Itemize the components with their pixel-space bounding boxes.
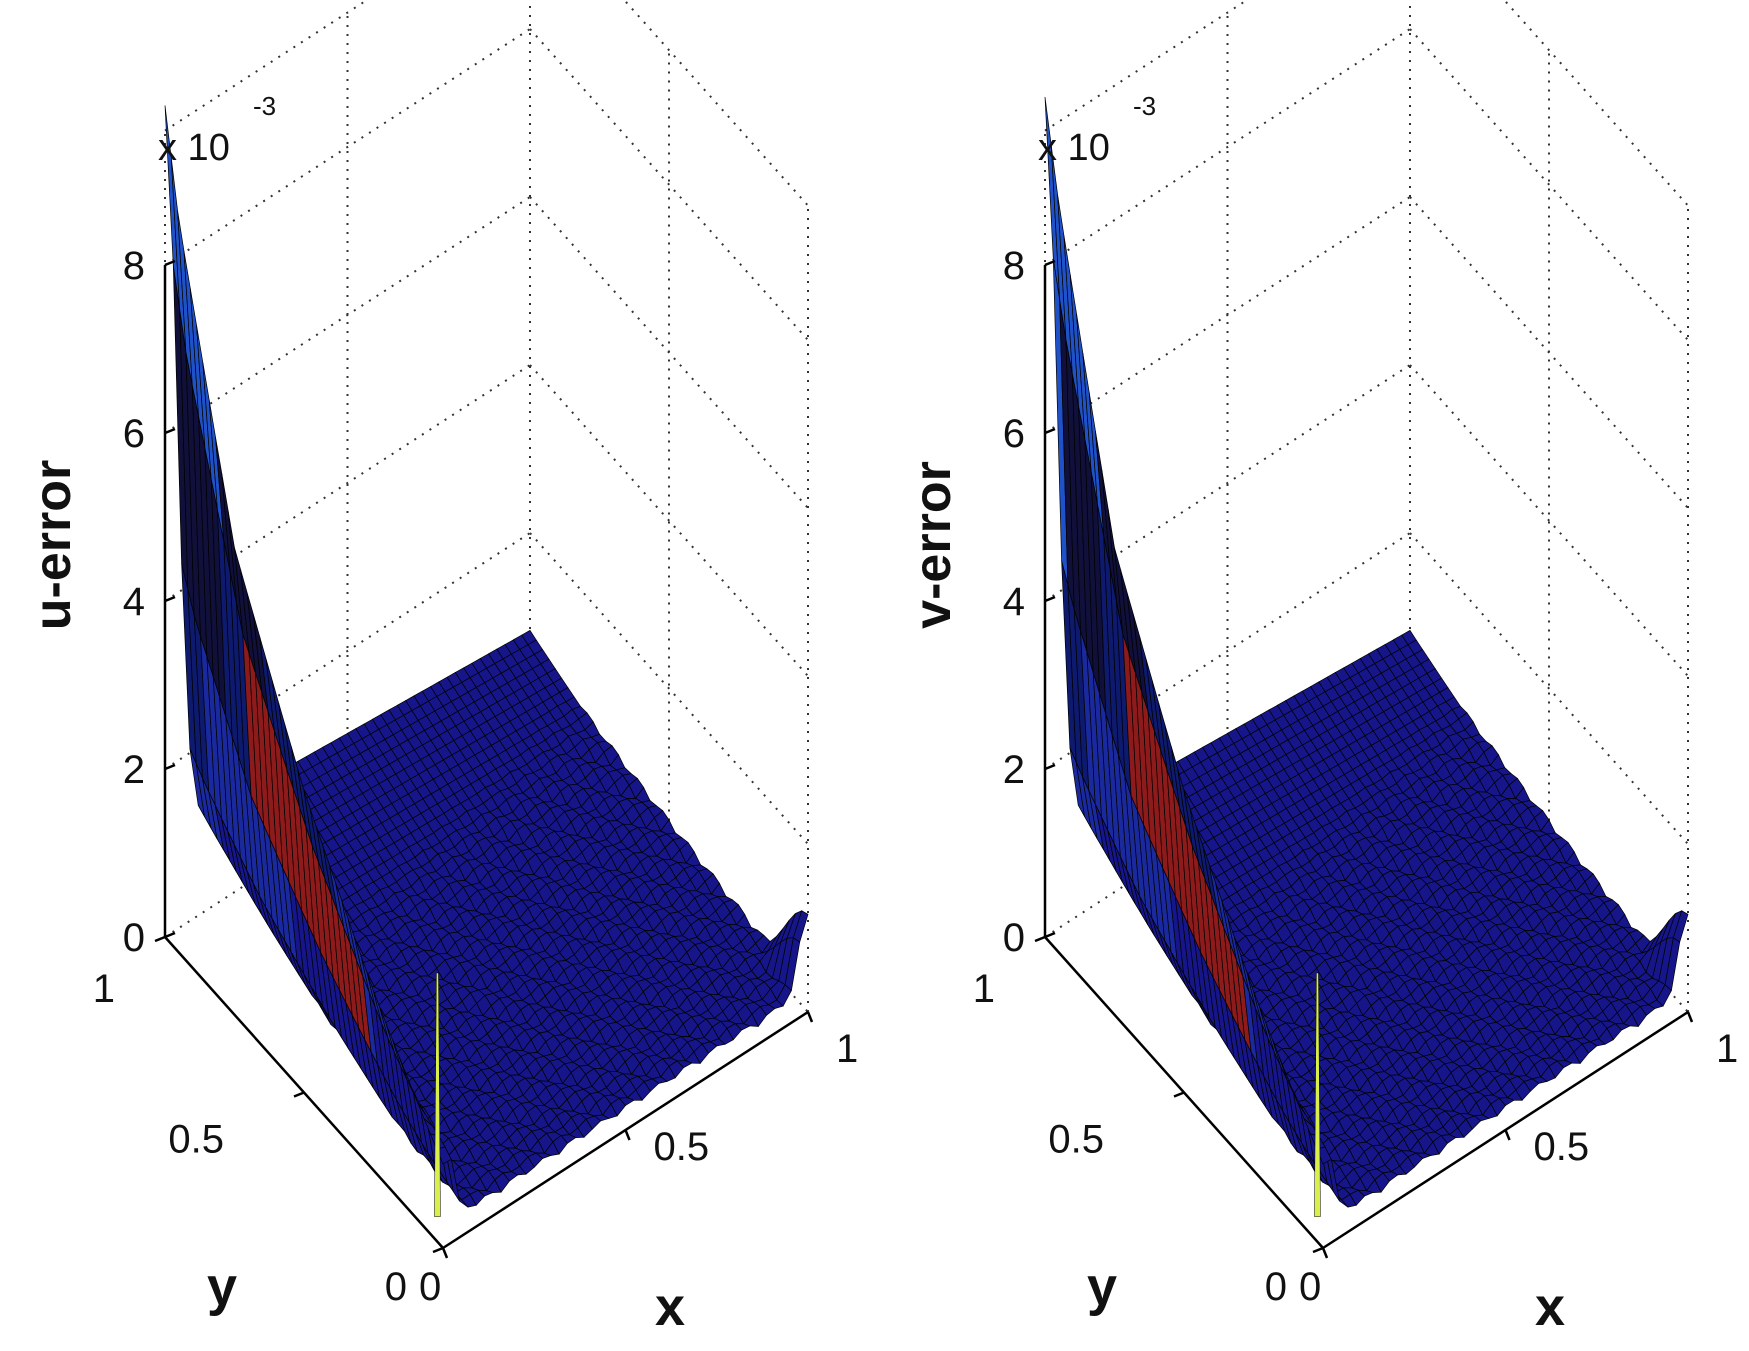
x-tick-label: 0.5 xyxy=(1534,1125,1590,1169)
u-error-surface xyxy=(164,105,809,1217)
z-tick-label: 6 xyxy=(123,412,145,456)
grid-line xyxy=(1409,196,1689,509)
y-tick-mark xyxy=(432,1246,444,1254)
grid-line xyxy=(529,532,809,845)
x-tick-mark xyxy=(806,1011,814,1023)
y-tick-label: 0 xyxy=(1265,1265,1287,1309)
z-tick-mark xyxy=(164,427,176,435)
y-tick-mark xyxy=(293,1091,305,1098)
z-tick-label: 0 xyxy=(1003,916,1025,960)
x-tick-label: 1 xyxy=(836,1027,858,1071)
z-tick-mark xyxy=(164,763,176,771)
grid-line xyxy=(1044,28,1411,266)
z-tick-label: 6 xyxy=(1003,412,1025,456)
z-tick-label: 4 xyxy=(1003,580,1025,624)
v-error-x-label: x xyxy=(1535,1277,1565,1337)
grid-line xyxy=(529,364,809,677)
u-error-x-label: x xyxy=(655,1277,685,1337)
v-error-y-label: y xyxy=(1087,1257,1117,1317)
x-tick-mark xyxy=(624,1129,631,1141)
grid-line xyxy=(164,0,369,132)
z-tick-mark xyxy=(164,259,176,267)
u-error-z-multiplier: x 10 xyxy=(158,127,230,169)
grid-line xyxy=(1044,0,1249,132)
z-tick-label: 0 xyxy=(123,916,145,960)
grid-line xyxy=(622,0,809,207)
grid-line xyxy=(1044,196,1411,434)
grid-line xyxy=(164,196,531,434)
y-tick-label: 0.5 xyxy=(168,1118,224,1162)
z-tick-label: 8 xyxy=(1003,244,1025,288)
y-tick-mark xyxy=(154,935,166,943)
grid-line xyxy=(164,28,531,266)
x-tick-label: 0 xyxy=(419,1265,441,1309)
grid-line xyxy=(1409,364,1689,677)
grid-line xyxy=(1502,0,1689,207)
z-tick-label: 2 xyxy=(123,748,145,792)
surface-spike xyxy=(434,972,441,1217)
u-error-y-label: y xyxy=(207,1257,237,1317)
z-tick-label: 8 xyxy=(123,244,145,288)
v-error-z-multiplier-exponent: -3 xyxy=(1133,91,1156,121)
grid-line xyxy=(529,28,809,341)
grid-line xyxy=(1409,532,1689,845)
grid-line xyxy=(529,196,809,509)
grid-line xyxy=(1409,28,1689,341)
x-tick-label: 1 xyxy=(1716,1027,1738,1071)
y-tick-label: 0 xyxy=(385,1265,407,1309)
y-tick-label: 1 xyxy=(973,967,995,1011)
z-tick-label: 2 xyxy=(1003,748,1025,792)
x-tick-label: 0.5 xyxy=(654,1125,710,1169)
z-tick-label: 4 xyxy=(123,580,145,624)
y-tick-label: 1 xyxy=(93,967,115,1011)
v-error-z-label: v-error xyxy=(904,461,962,629)
y-tick-label: 0.5 xyxy=(1048,1118,1104,1162)
x-tick-label: 0 xyxy=(1299,1265,1321,1309)
u-error-z-label: u-error xyxy=(24,460,82,630)
v-error-surface xyxy=(1044,96,1689,1217)
x-tick-mark xyxy=(441,1247,449,1259)
v-error-z-multiplier: x 10 xyxy=(1038,127,1110,169)
z-tick-mark xyxy=(164,931,176,939)
z-tick-mark xyxy=(164,595,176,603)
u-error-z-multiplier-exponent: -3 xyxy=(253,91,276,121)
